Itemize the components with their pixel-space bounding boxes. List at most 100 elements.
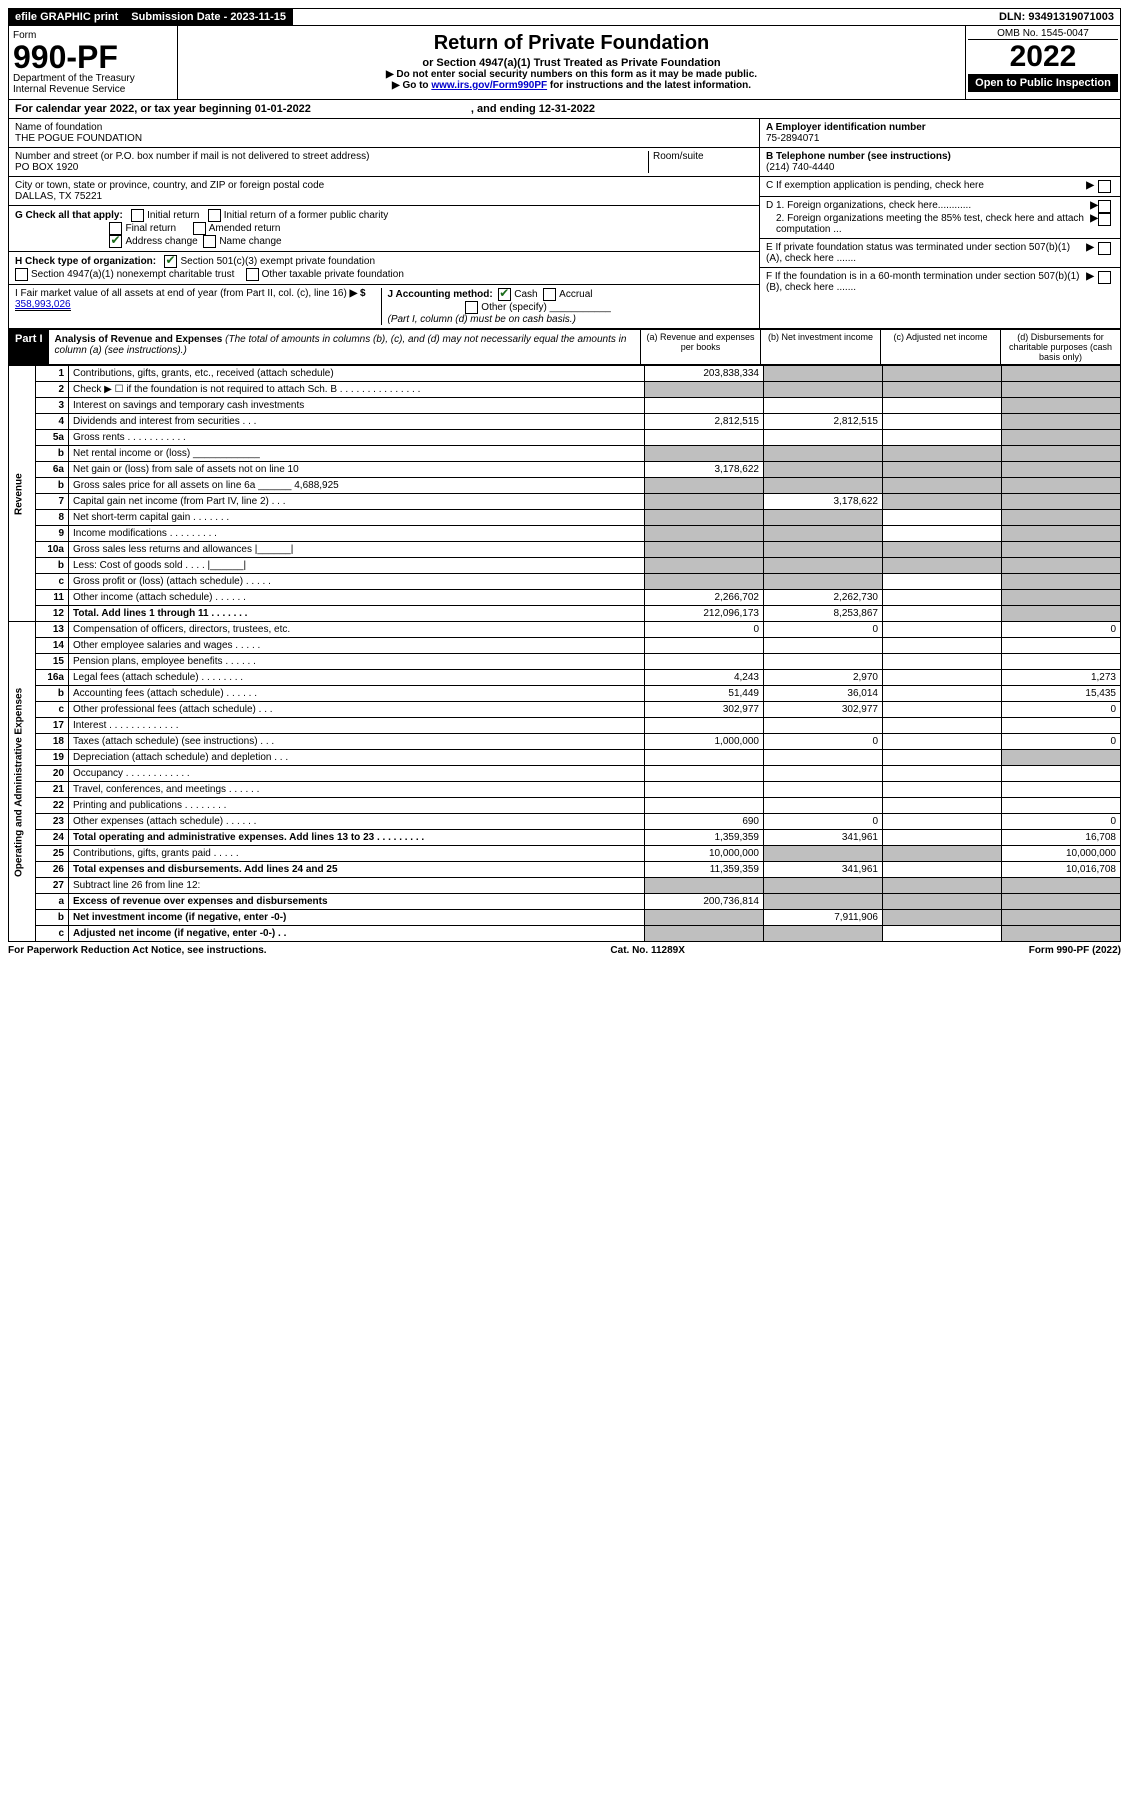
- table-row: cOther professional fees (attach schedul…: [9, 702, 1121, 718]
- chk-4947[interactable]: [15, 268, 28, 281]
- value-cell: 341,961: [764, 830, 883, 846]
- row-number: 24: [36, 830, 69, 846]
- row-number: 12: [36, 606, 69, 622]
- chk-initial-former[interactable]: [208, 209, 221, 222]
- value-cell: [764, 574, 883, 590]
- value-cell: [645, 542, 764, 558]
- table-row: aExcess of revenue over expenses and dis…: [9, 894, 1121, 910]
- value-cell: 341,961: [764, 862, 883, 878]
- value-cell: 0: [1002, 702, 1121, 718]
- chk-address-change[interactable]: [109, 235, 122, 248]
- value-cell: [645, 494, 764, 510]
- value-cell: [645, 798, 764, 814]
- row-number: 6a: [36, 462, 69, 478]
- row-desc: Other employee salaries and wages . . . …: [69, 638, 645, 654]
- chk-initial[interactable]: [131, 209, 144, 222]
- addr-label: Number and street (or P.O. box number if…: [15, 151, 648, 162]
- row-desc: Check ▶ ☐ if the foundation is not requi…: [69, 382, 645, 398]
- form-link[interactable]: www.irs.gov/Form990PF: [431, 80, 547, 91]
- i-value[interactable]: 358,993,026: [15, 299, 71, 311]
- chk-amended[interactable]: [193, 222, 206, 235]
- chk-e[interactable]: [1098, 242, 1111, 255]
- value-cell: [1002, 574, 1121, 590]
- table-row: 23Other expenses (attach schedule) . . .…: [9, 814, 1121, 830]
- row-number: b: [36, 478, 69, 494]
- chk-cash[interactable]: [498, 288, 511, 301]
- col-d: (d) Disbursements for charitable purpose…: [1000, 330, 1120, 364]
- page-footer: For Paperwork Reduction Act Notice, see …: [8, 942, 1121, 956]
- table-row: 16aLegal fees (attach schedule) . . . . …: [9, 670, 1121, 686]
- c-label: C If exemption application is pending, c…: [766, 180, 1082, 191]
- value-cell: [1002, 366, 1121, 382]
- value-cell: [883, 542, 1002, 558]
- row-desc: Compensation of officers, directors, tru…: [69, 622, 645, 638]
- row-number: 16a: [36, 670, 69, 686]
- a-value: 75-2894071: [766, 133, 819, 144]
- value-cell: [883, 750, 1002, 766]
- row-desc: Depreciation (attach schedule) and deple…: [69, 750, 645, 766]
- chk-d1[interactable]: [1098, 200, 1111, 213]
- table-row: 5aGross rents . . . . . . . . . . .: [9, 430, 1121, 446]
- table-row: 19Depreciation (attach schedule) and dep…: [9, 750, 1121, 766]
- value-cell: 51,449: [645, 686, 764, 702]
- row-desc: Gross sales less returns and allowances …: [69, 542, 645, 558]
- value-cell: [1002, 910, 1121, 926]
- value-cell: [883, 510, 1002, 526]
- tax-year: 2022: [968, 40, 1118, 74]
- side-expenses: Operating and Administrative Expenses: [9, 622, 36, 942]
- value-cell: [883, 590, 1002, 606]
- value-cell: [764, 526, 883, 542]
- value-cell: [764, 446, 883, 462]
- value-cell: [883, 814, 1002, 830]
- table-row: 21Travel, conferences, and meetings . . …: [9, 782, 1121, 798]
- row-desc: Net short-term capital gain . . . . . . …: [69, 510, 645, 526]
- value-cell: [1002, 894, 1121, 910]
- value-cell: [645, 638, 764, 654]
- chk-d2[interactable]: [1098, 213, 1111, 226]
- row-desc: Total. Add lines 1 through 11 . . . . . …: [69, 606, 645, 622]
- value-cell: 690: [645, 814, 764, 830]
- value-cell: [883, 574, 1002, 590]
- room-label: Room/suite: [648, 151, 753, 173]
- value-cell: 1,359,359: [645, 830, 764, 846]
- row-number: 23: [36, 814, 69, 830]
- value-cell: [883, 366, 1002, 382]
- value-cell: [883, 766, 1002, 782]
- value-cell: [1002, 926, 1121, 942]
- row-desc: Adjusted net income (if negative, enter …: [69, 926, 645, 942]
- chk-name-change[interactable]: [203, 235, 216, 248]
- value-cell: 212,096,173: [645, 606, 764, 622]
- row-desc: Net investment income (if negative, ente…: [69, 910, 645, 926]
- value-cell: [764, 846, 883, 862]
- value-cell: 302,977: [764, 702, 883, 718]
- value-cell: [883, 926, 1002, 942]
- calendar-bar: For calendar year 2022, or tax year begi…: [8, 100, 1121, 119]
- chk-c[interactable]: [1098, 180, 1111, 193]
- row-desc: Less: Cost of goods sold . . . . |______…: [69, 558, 645, 574]
- chk-accrual[interactable]: [543, 288, 556, 301]
- value-cell: [883, 846, 1002, 862]
- value-cell: [645, 654, 764, 670]
- row-number: 15: [36, 654, 69, 670]
- d1-label: D 1. Foreign organizations, check here..…: [766, 200, 1090, 213]
- value-cell: [645, 510, 764, 526]
- j-label: J Accounting method:: [388, 289, 493, 300]
- chk-other-tax[interactable]: [246, 268, 259, 281]
- chk-501c3[interactable]: [164, 255, 177, 268]
- chk-f[interactable]: [1098, 271, 1111, 284]
- value-cell: 16,708: [1002, 830, 1121, 846]
- irs: Internal Revenue Service: [13, 84, 173, 95]
- table-row: Revenue1Contributions, gifts, grants, et…: [9, 366, 1121, 382]
- row-number: b: [36, 686, 69, 702]
- efile-label: efile GRAPHIC print: [9, 9, 125, 25]
- value-cell: 3,178,622: [645, 462, 764, 478]
- chk-other-method[interactable]: [465, 301, 478, 314]
- table-row: cAdjusted net income (if negative, enter…: [9, 926, 1121, 942]
- table-row: 4Dividends and interest from securities …: [9, 414, 1121, 430]
- value-cell: [1002, 414, 1121, 430]
- value-cell: [764, 878, 883, 894]
- value-cell: [645, 782, 764, 798]
- value-cell: [645, 430, 764, 446]
- row-desc: Interest on savings and temporary cash i…: [69, 398, 645, 414]
- table-row: Operating and Administrative Expenses13C…: [9, 622, 1121, 638]
